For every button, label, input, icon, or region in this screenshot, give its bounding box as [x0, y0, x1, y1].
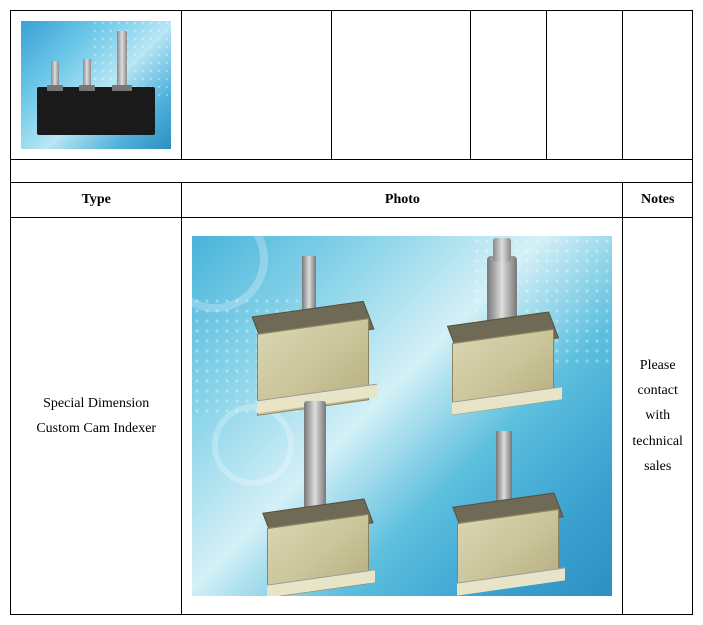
device-icon — [237, 266, 387, 416]
notes-text-line: Please — [627, 353, 688, 378]
type-text-line: Custom Cam Indexer — [17, 416, 175, 441]
device-icon — [242, 411, 392, 596]
notes-text-line: contact — [627, 378, 688, 403]
empty-cell — [471, 11, 547, 160]
header-row: Type Photo Notes — [11, 183, 693, 218]
notes-text-line: with — [627, 403, 688, 428]
notes-text-line: technical — [627, 429, 688, 454]
notes-text-line: sales — [627, 454, 688, 479]
thumbnail-cell — [11, 11, 182, 160]
empty-cell — [331, 11, 470, 160]
type-cell: Special Dimension Custom Cam Indexer — [11, 218, 182, 615]
notes-cell: Please contact with technical sales — [623, 218, 693, 615]
empty-cell — [182, 11, 331, 160]
empty-cell — [623, 11, 693, 160]
content-row: Special Dimension Custom Cam Indexer — [11, 218, 693, 615]
spacer-row — [11, 160, 693, 183]
type-text-line: Special Dimension — [17, 391, 175, 416]
product-thumbnail-image — [21, 21, 171, 149]
spacer-cell — [11, 160, 693, 183]
device-icon — [432, 431, 582, 596]
empty-cell — [547, 11, 623, 160]
header-photo: Photo — [182, 183, 623, 218]
product-table: Type Photo Notes Special Dimension Custo… — [10, 10, 693, 615]
device-icon — [427, 256, 577, 426]
product-collage-image — [192, 236, 612, 596]
photo-cell — [182, 218, 623, 615]
header-notes: Notes — [623, 183, 693, 218]
header-type: Type — [11, 183, 182, 218]
top-row — [11, 11, 693, 160]
